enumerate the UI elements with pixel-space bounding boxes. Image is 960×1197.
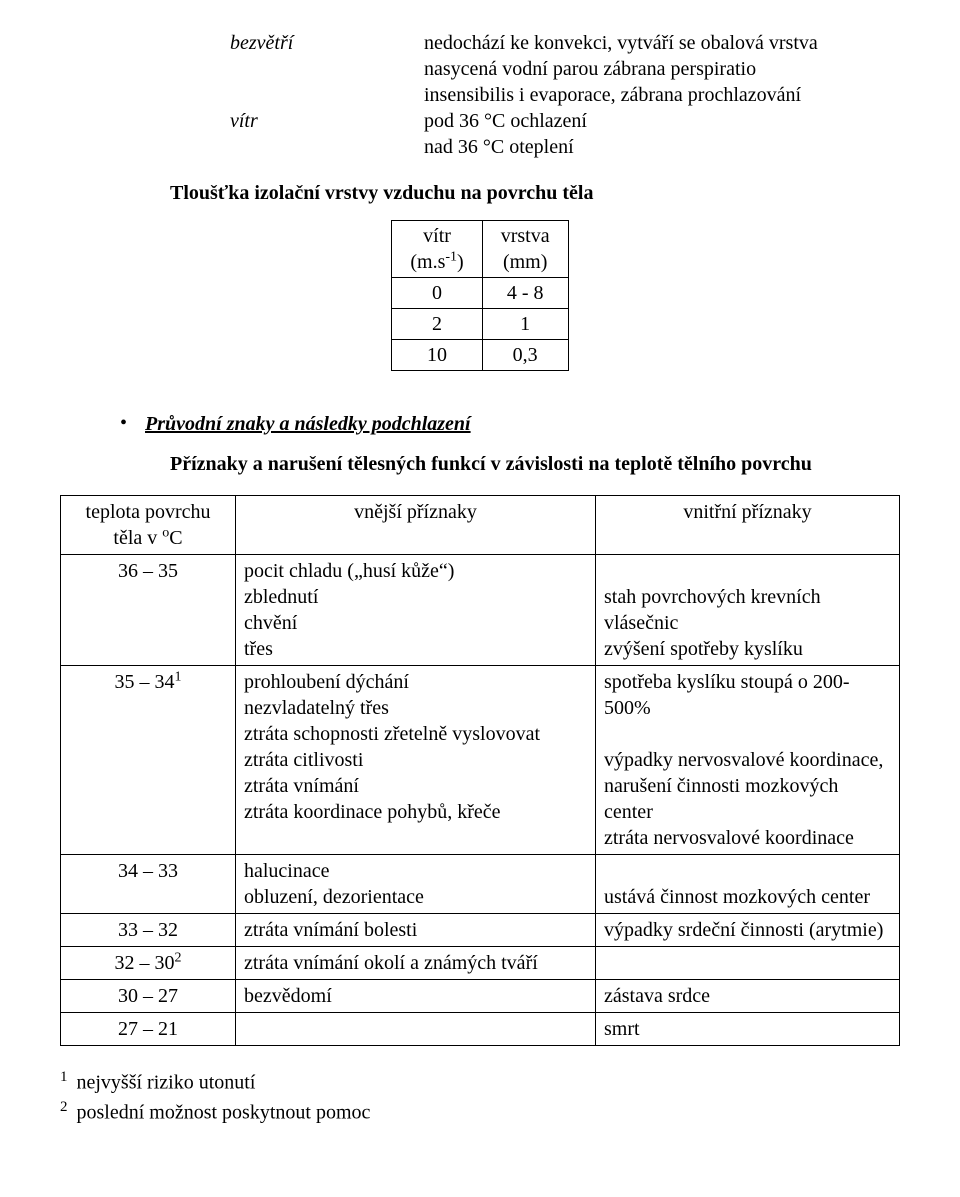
line: ustává činnost mozkových center bbox=[604, 886, 870, 908]
line: ztráta vnímání bbox=[244, 775, 359, 797]
label: vrstva bbox=[501, 225, 550, 247]
cell-inner: ustává činnost mozkových center bbox=[596, 855, 900, 914]
line: pocit chladu („husí kůže“) bbox=[244, 560, 454, 582]
line: stah povrchových krevních vlásečnic bbox=[604, 586, 821, 634]
label: vítr bbox=[423, 225, 451, 247]
footnote: 1 nejvyšší riziko utonutí bbox=[60, 1068, 900, 1096]
def-term-bezvetri: bezvětří bbox=[230, 30, 400, 108]
def-desc-bezvetri: nedochází ke konvekci, vytváří se obalov… bbox=[424, 30, 900, 108]
line: obluzení, dezorientace bbox=[244, 886, 424, 908]
table-row: 35 – 341 prohloubení dýchání nezvladatel… bbox=[61, 666, 900, 855]
cell-outer bbox=[236, 1013, 596, 1046]
cell: 10 bbox=[392, 340, 482, 371]
label: C bbox=[169, 527, 182, 549]
cell-inner: spotřeba kyslíku stoupá o 200-500% výpad… bbox=[596, 666, 900, 855]
table-row: 34 – 33 halucinace obluzení, dezorientac… bbox=[61, 855, 900, 914]
line: ztráta koordinace pohybů, křeče bbox=[244, 801, 501, 823]
value: 32 – 30 bbox=[115, 952, 175, 974]
line: ztráta citlivosti bbox=[244, 749, 363, 771]
unit-close: ) bbox=[457, 251, 464, 273]
definition-block: bezvětří nedochází ke konvekci, vytváří … bbox=[230, 30, 900, 160]
cell-outer: prohloubení dýchání nezvladatelný třes z… bbox=[236, 666, 596, 855]
line: narušení činnosti mozkových center bbox=[604, 775, 838, 823]
def-desc-vitr: pod 36 °C ochlazení nad 36 °C oteplení bbox=[424, 108, 900, 160]
table-row: 33 – 32 ztráta vnímání bolesti výpadky s… bbox=[61, 914, 900, 947]
cell: 0,3 bbox=[482, 340, 568, 371]
bullet-text: Průvodní znaky a následky podchlazení bbox=[145, 411, 471, 437]
footnote-num: 1 bbox=[60, 1069, 68, 1085]
table-row: 36 – 35 pocit chladu („husí kůže“) zbled… bbox=[61, 555, 900, 666]
th-inner: vnitřní příznaky bbox=[596, 496, 900, 555]
footnote-ref: 1 bbox=[175, 669, 182, 684]
cell: 4 - 8 bbox=[482, 278, 568, 309]
cell: 0 bbox=[392, 278, 482, 309]
line: nezvladatelný třes bbox=[244, 697, 389, 719]
value: 35 – 34 bbox=[115, 671, 175, 693]
unit-exp: -1 bbox=[445, 249, 457, 264]
footnote-num: 2 bbox=[60, 1099, 68, 1115]
cell-temp: 27 – 21 bbox=[61, 1013, 236, 1046]
footnotes: 1 nejvyšší riziko utonutí 2 poslední mož… bbox=[60, 1068, 900, 1125]
def-line: nad 36 °C oteplení bbox=[424, 136, 574, 158]
line: prohloubení dýchání bbox=[244, 671, 409, 693]
wind-thickness-table: vítr (m.s-1) vrstva (mm) 0 4 - 8 2 1 10 … bbox=[391, 220, 568, 371]
line: ztráta nervosvalové koordinace bbox=[604, 827, 854, 849]
cell-temp: 32 – 302 bbox=[61, 947, 236, 980]
unit: (mm) bbox=[503, 251, 547, 273]
line: spotřeba kyslíku stoupá o 200-500% bbox=[604, 671, 850, 719]
symptoms-caption: Příznaky a narušení tělesných funkcí v z… bbox=[170, 451, 900, 477]
cell-outer: ztráta vnímání bolesti bbox=[236, 914, 596, 947]
section-bullet: • Průvodní znaky a následky podchlazení bbox=[120, 411, 900, 437]
thickness-heading: Tloušťka izolační vrstvy vzduchu na povr… bbox=[170, 180, 900, 206]
small-th-left: vítr (m.s-1) bbox=[392, 221, 482, 278]
cell-temp: 35 – 341 bbox=[61, 666, 236, 855]
line: výpadky nervosvalové koordinace, bbox=[604, 749, 883, 771]
th-outer: vnější příznaky bbox=[236, 496, 596, 555]
cell: 2 bbox=[392, 309, 482, 340]
unit: (m.s bbox=[410, 251, 445, 273]
cell-temp: 33 – 32 bbox=[61, 914, 236, 947]
bullet-icon: • bbox=[120, 411, 127, 435]
def-line: nasycená vodní parou zábrana perspiratio bbox=[424, 58, 756, 80]
cell: 1 bbox=[482, 309, 568, 340]
cell-temp: 36 – 35 bbox=[61, 555, 236, 666]
line: ztráta schopnosti zřetelně vyslovovat bbox=[244, 723, 540, 745]
def-line: nedochází ke konvekci, vytváří se obalov… bbox=[424, 32, 818, 54]
def-line: pod 36 °C ochlazení bbox=[424, 110, 587, 132]
cell-inner: stah povrchových krevních vlásečnic zvýš… bbox=[596, 555, 900, 666]
cell-temp: 30 – 27 bbox=[61, 980, 236, 1013]
def-term-vitr: vítr bbox=[230, 108, 400, 160]
cell-inner: smrt bbox=[596, 1013, 900, 1046]
table-row: 27 – 21 smrt bbox=[61, 1013, 900, 1046]
line: halucinace bbox=[244, 860, 330, 882]
label: teplota povrchu bbox=[86, 501, 211, 523]
table-row: 30 – 27 bezvědomí zástava srdce bbox=[61, 980, 900, 1013]
cell-outer: bezvědomí bbox=[236, 980, 596, 1013]
line: chvění bbox=[244, 612, 297, 634]
def-line: insensibilis i evaporace, zábrana prochl… bbox=[424, 84, 801, 106]
cell-inner: zástava srdce bbox=[596, 980, 900, 1013]
cell-inner: výpadky srdeční činnosti (arytmie) bbox=[596, 914, 900, 947]
cell-outer: pocit chladu („husí kůže“) zblednutí chv… bbox=[236, 555, 596, 666]
footnote-text: poslední možnost poskytnout pomoc bbox=[72, 1101, 371, 1123]
line: zblednutí bbox=[244, 586, 318, 608]
footnote-text: nejvyšší riziko utonutí bbox=[72, 1072, 256, 1094]
small-th-right: vrstva (mm) bbox=[482, 221, 568, 278]
footnote: 2 poslední možnost poskytnout pomoc bbox=[60, 1098, 900, 1126]
footnote-ref: 2 bbox=[175, 950, 182, 965]
page: bezvětří nedochází ke konvekci, vytváří … bbox=[0, 0, 960, 1167]
label: těla v bbox=[113, 527, 162, 549]
cell-temp: 34 – 33 bbox=[61, 855, 236, 914]
line: zvýšení spotřeby kyslíku bbox=[604, 638, 803, 660]
cell-outer: halucinace obluzení, dezorientace bbox=[236, 855, 596, 914]
th-temp: teplota povrchu těla v oC bbox=[61, 496, 236, 555]
cell-inner bbox=[596, 947, 900, 980]
cell-outer: ztráta vnímání okolí a známých tváří bbox=[236, 947, 596, 980]
table-row: 32 – 302 ztráta vnímání okolí a známých … bbox=[61, 947, 900, 980]
symptoms-table: teplota povrchu těla v oC vnější příznak… bbox=[60, 495, 900, 1046]
line: třes bbox=[244, 638, 273, 660]
